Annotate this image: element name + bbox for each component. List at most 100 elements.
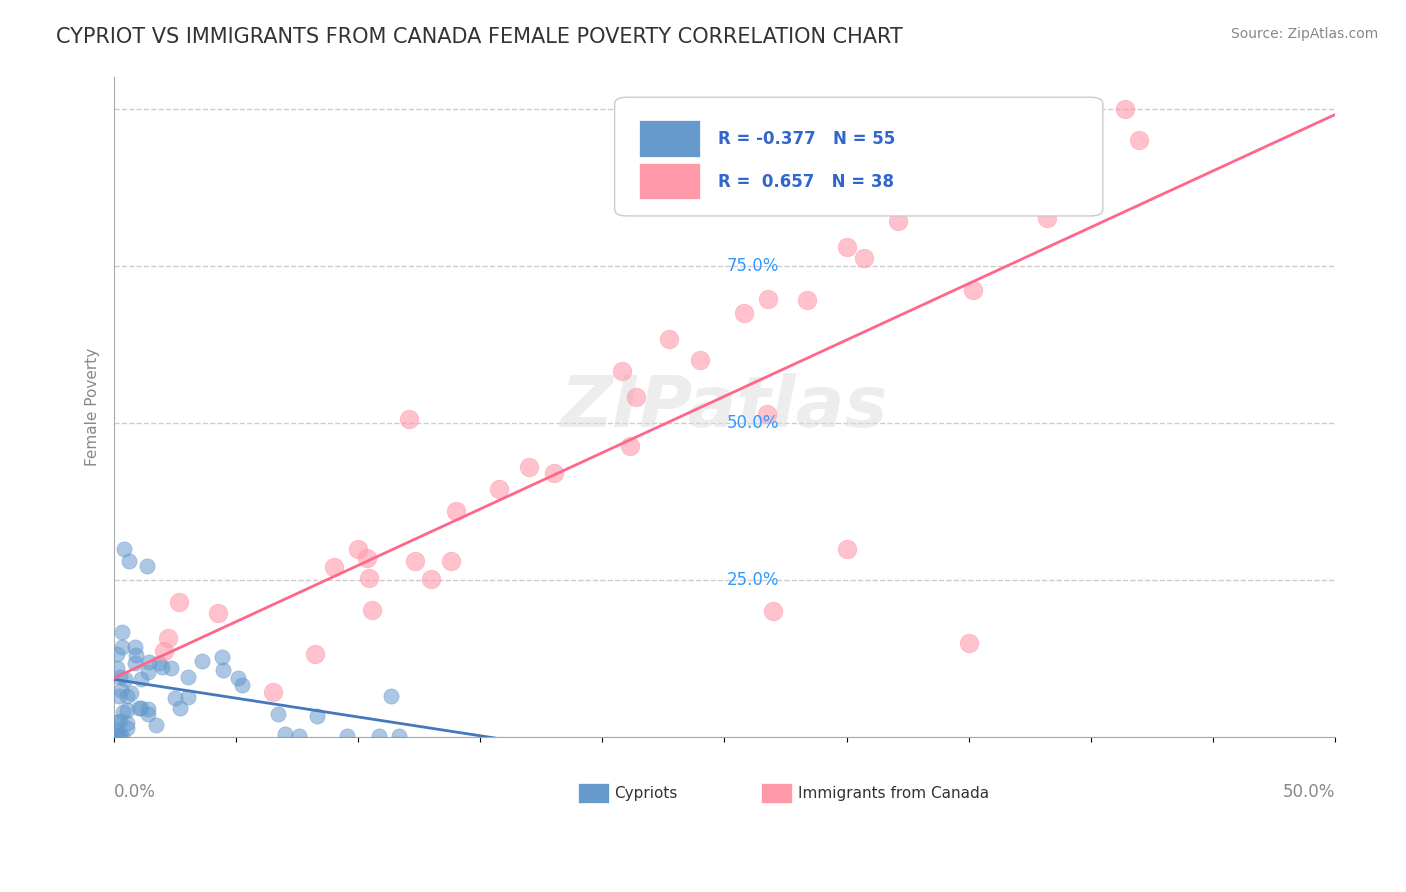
Point xyxy=(129,673,152,687)
Point xyxy=(159,661,181,675)
Point xyxy=(138,656,160,670)
Point xyxy=(1128,133,1150,147)
Point xyxy=(124,656,146,670)
Point xyxy=(117,702,139,716)
Text: 25.0%: 25.0% xyxy=(727,571,779,589)
Point xyxy=(110,729,132,743)
Point xyxy=(152,660,174,674)
Point xyxy=(125,648,148,662)
Point xyxy=(887,214,910,228)
Point xyxy=(115,716,138,731)
Text: R =  0.657   N = 38: R = 0.657 N = 38 xyxy=(718,173,894,191)
Point xyxy=(212,663,235,677)
Point xyxy=(274,726,297,740)
Point xyxy=(148,656,170,670)
Point xyxy=(177,690,200,704)
Point xyxy=(488,482,510,496)
Point xyxy=(420,572,443,586)
Point xyxy=(120,686,142,700)
Text: Source: ZipAtlas.com: Source: ZipAtlas.com xyxy=(1230,27,1378,41)
Point xyxy=(117,689,139,703)
Point xyxy=(163,691,186,706)
Point xyxy=(612,364,634,378)
Point xyxy=(440,554,463,568)
Point xyxy=(1035,211,1057,225)
Point xyxy=(177,669,200,683)
Point xyxy=(404,554,426,568)
Point xyxy=(762,604,785,618)
Point xyxy=(360,603,382,617)
Point xyxy=(359,571,381,585)
Point xyxy=(380,689,402,703)
Point xyxy=(231,678,253,692)
Y-axis label: Female Poverty: Female Poverty xyxy=(86,348,100,467)
Text: Immigrants from Canada: Immigrants from Canada xyxy=(797,786,988,800)
FancyBboxPatch shape xyxy=(614,97,1102,216)
Point xyxy=(107,729,129,743)
Point xyxy=(128,701,150,715)
Text: 75.0%: 75.0% xyxy=(727,257,779,275)
Point xyxy=(110,640,132,654)
Text: 50.0%: 50.0% xyxy=(1282,783,1334,801)
Text: 100.0%: 100.0% xyxy=(727,100,790,118)
Point xyxy=(111,705,134,719)
Point xyxy=(322,560,344,574)
Point xyxy=(444,504,467,518)
Point xyxy=(517,459,540,474)
Point xyxy=(110,683,132,698)
Point xyxy=(304,647,326,661)
Point xyxy=(957,636,980,650)
Point xyxy=(733,306,755,320)
Point xyxy=(347,541,370,556)
Point xyxy=(105,729,128,743)
Point xyxy=(835,240,858,254)
Point xyxy=(138,702,160,716)
Point xyxy=(105,723,128,737)
Point xyxy=(131,700,153,714)
Bar xyxy=(640,120,700,157)
Bar xyxy=(578,783,609,803)
Point xyxy=(105,647,128,661)
Point xyxy=(124,640,146,654)
Point xyxy=(262,685,284,699)
Point xyxy=(624,390,647,404)
Point xyxy=(118,554,141,568)
Point xyxy=(689,353,711,368)
Text: Cypriots: Cypriots xyxy=(614,786,678,800)
Point xyxy=(136,559,159,574)
Text: 50.0%: 50.0% xyxy=(727,414,779,432)
Point xyxy=(267,706,290,721)
Point xyxy=(105,661,128,675)
Point xyxy=(543,466,565,480)
Point xyxy=(105,714,128,729)
Text: R = -0.377   N = 55: R = -0.377 N = 55 xyxy=(718,129,896,148)
Point xyxy=(962,283,984,297)
Point xyxy=(145,718,167,732)
Point xyxy=(152,644,174,658)
Point xyxy=(796,293,818,307)
Point xyxy=(191,654,214,668)
Text: CYPRIOT VS IMMIGRANTS FROM CANADA FEMALE POVERTY CORRELATION CHART: CYPRIOT VS IMMIGRANTS FROM CANADA FEMALE… xyxy=(56,27,903,46)
Point xyxy=(226,671,249,685)
Point xyxy=(207,606,229,620)
Point xyxy=(169,701,191,715)
Point xyxy=(115,722,138,736)
Point xyxy=(156,631,179,645)
Point xyxy=(136,706,159,721)
Point xyxy=(356,550,378,565)
Point xyxy=(619,439,641,453)
Point xyxy=(756,293,779,307)
Point xyxy=(108,689,131,703)
Point xyxy=(388,729,411,743)
Point xyxy=(1114,102,1136,116)
Point xyxy=(167,595,190,609)
Point xyxy=(112,541,135,556)
Point xyxy=(305,709,328,723)
Point xyxy=(336,729,359,743)
Point xyxy=(110,729,132,743)
Point xyxy=(835,541,858,556)
Bar xyxy=(761,783,792,803)
Text: ZIPatlas: ZIPatlas xyxy=(561,373,889,442)
Point xyxy=(136,665,159,679)
Point xyxy=(398,412,420,426)
